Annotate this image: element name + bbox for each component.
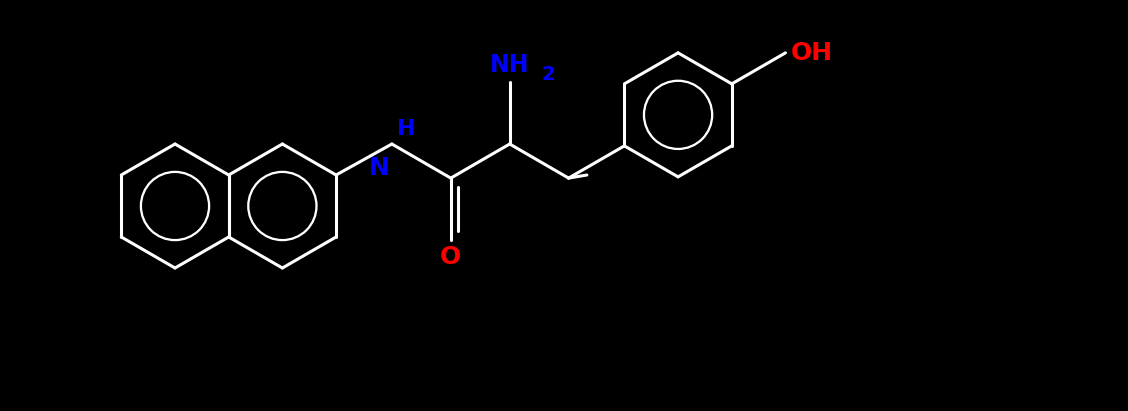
Text: OH: OH — [791, 41, 832, 65]
Text: N: N — [369, 156, 390, 180]
Text: NH: NH — [490, 53, 529, 77]
Text: 2: 2 — [541, 65, 555, 84]
Text: O: O — [440, 245, 461, 269]
Text: H: H — [397, 119, 415, 139]
